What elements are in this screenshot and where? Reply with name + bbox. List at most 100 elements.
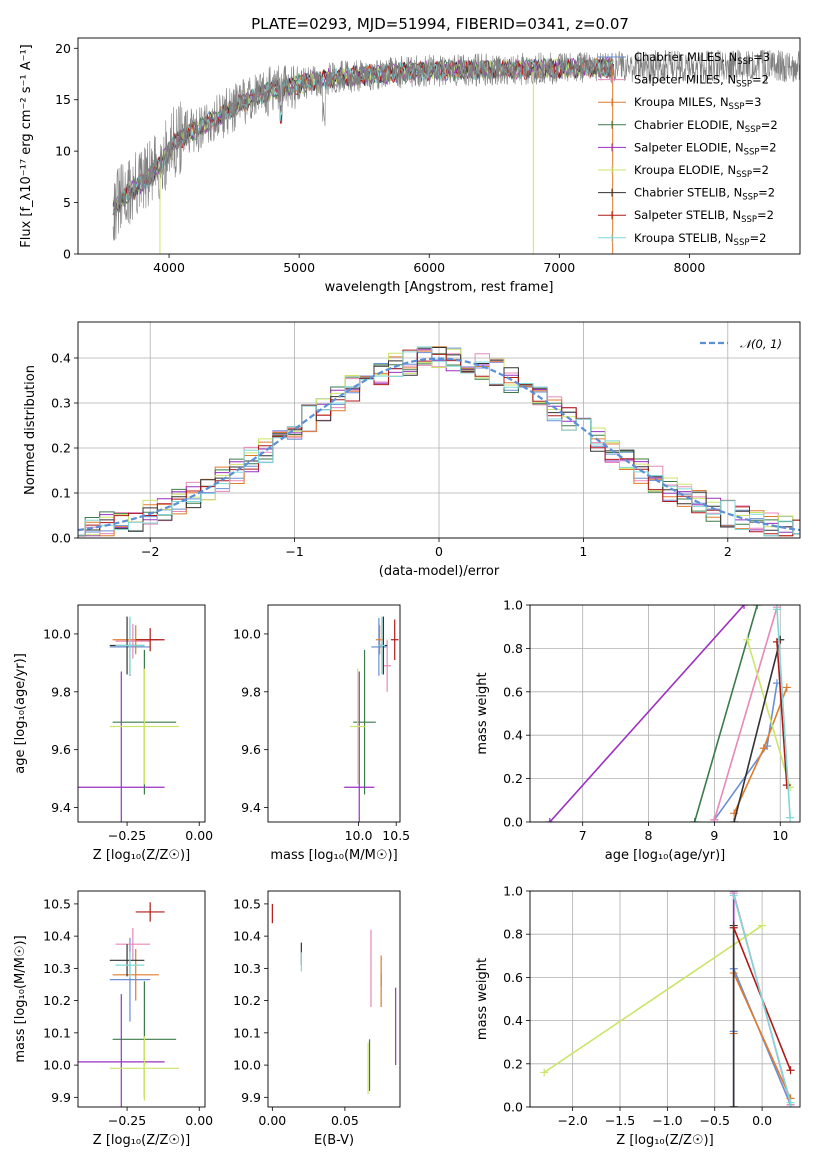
x-tick-label: −2 xyxy=(141,544,159,559)
errorbars xyxy=(271,903,397,1095)
x-tick-label: 7 xyxy=(579,828,587,843)
marker-chabrier-elodie xyxy=(753,605,762,609)
y-tick-label: 0.2 xyxy=(51,441,71,456)
histogram-salpeter-elodie xyxy=(78,349,800,537)
y-tick-label: 9.6 xyxy=(241,742,261,757)
legend-entry: Salpeter MILES, NSSP=2 xyxy=(634,73,769,90)
x-tick-label: −1 xyxy=(285,544,303,559)
legend-entry: Salpeter ELODIE, NSSP=2 xyxy=(634,140,777,157)
y-tick-label: 10 xyxy=(55,144,71,159)
y-tick-label: 0.4 xyxy=(503,728,523,743)
marker-chabrier-elodie xyxy=(690,818,699,822)
y-tick-label: 10.5 xyxy=(43,896,71,911)
legend-subscript: SSP xyxy=(745,125,761,135)
x-tick-label: −1.0 xyxy=(652,1113,682,1128)
histogram-kroupa-elodie xyxy=(78,348,800,536)
y-tick-label: 10.0 xyxy=(43,1058,71,1073)
axes-frame xyxy=(77,890,206,1108)
legend-nssp: =2 xyxy=(758,186,775,200)
mass-vs-ebv-panel: 0.00 0.05 9.9 10.0 10.1 10.2 10.3 10.4 10.5 E(B-V… xyxy=(233,890,401,1148)
y-tick-label: 0.8 xyxy=(503,927,523,942)
y-tick-label: 0.6 xyxy=(503,970,523,985)
x-tick-label: 9 xyxy=(710,828,718,843)
marker-kroupa-stelib xyxy=(786,1098,795,1107)
legend-entry: Salpeter STELIB, NSSP=2 xyxy=(634,208,774,225)
errorbars xyxy=(344,616,399,822)
y-tick-label: 10.3 xyxy=(43,961,71,976)
y-tick-label: 0.6 xyxy=(503,684,523,699)
y-tick-label: 0.1 xyxy=(51,486,71,501)
y-tick-label: 0.0 xyxy=(503,1100,523,1115)
histogram-salpeter-stelib xyxy=(78,349,800,537)
x-axis-label: E(B-V) xyxy=(314,1133,354,1148)
marker-salpeter-stelib xyxy=(786,1066,795,1075)
x-tick-label: 8 xyxy=(645,828,653,843)
y-tick-label: 10.2 xyxy=(233,993,261,1008)
legend-subscript: SSP xyxy=(737,57,753,67)
y-tick-label: 10.0 xyxy=(233,1058,261,1073)
axes-frame xyxy=(267,890,401,1108)
marker-kroupa-stelib xyxy=(772,605,781,614)
x-tick-label: 6000 xyxy=(413,260,445,275)
residuals-panel: −2 −1 0 1 2 0.0 0.1 0.2 0.3 0.4 (data-model)/error… xyxy=(23,321,801,579)
marker-kroupa-miles xyxy=(759,744,768,753)
massweight-vs-age-panel: 7 8 9 10 0.0 0.2 0.4 0.6 0.8 1.0 age [log₁₀(age/yr… xyxy=(475,598,801,863)
legend-subscript: SSP xyxy=(742,193,758,203)
y-tick-label: 0 xyxy=(63,247,71,262)
y-tick-label: 9.4 xyxy=(241,800,261,815)
x-axis-label: (data-model)/error xyxy=(379,564,500,579)
y-tick-label: 10.5 xyxy=(233,896,261,911)
y-tick-label: 0.3 xyxy=(51,396,71,411)
legend-subscript: SSP xyxy=(734,238,750,248)
series-salpeter-stelib xyxy=(776,641,788,786)
y-tick-label: 0.4 xyxy=(503,1013,523,1028)
normal-curve xyxy=(78,357,800,532)
y-tick-label: 10.2 xyxy=(43,993,71,1008)
legend-subscript: SSP xyxy=(736,80,752,90)
y-tick-label: 10.1 xyxy=(43,1025,71,1040)
x-tick-label: 0.00 xyxy=(258,1113,286,1128)
x-axis-label: age [log₁₀(age/yr)] xyxy=(605,848,726,863)
series-salpeter-elodie xyxy=(549,605,745,822)
series-chabrier-stelib xyxy=(733,639,781,822)
y-tick-label: 1.0 xyxy=(503,884,523,899)
x-tick-label: 0.05 xyxy=(331,1113,359,1128)
y-axis-label: mass [log₁₀(M/M☉)] xyxy=(13,935,28,1062)
legend-nssp: =2 xyxy=(749,231,766,245)
y-axis-label: age [log₁₀(age/yr)] xyxy=(13,653,28,774)
histograms xyxy=(78,346,800,537)
legend-entry: Kroupa STELIB, NSSP=2 xyxy=(634,231,766,248)
legend-nssp: =2 xyxy=(757,208,774,222)
marker-kroupa-elodie xyxy=(758,921,767,930)
marker-salpeter-elodie xyxy=(740,605,749,609)
y-axis-label: mass weight xyxy=(475,958,490,1040)
x-tick-label: −0.25 xyxy=(108,828,146,843)
legend-nssp: =2 xyxy=(752,163,769,177)
marker-salpeter-miles xyxy=(710,815,719,822)
legend-subscript: SSP xyxy=(736,170,752,180)
series-kroupa-stelib xyxy=(776,609,791,818)
legend-subscript: SSP xyxy=(729,102,745,112)
x-tick-label: −1.5 xyxy=(605,1113,635,1128)
legend-nssp: =2 xyxy=(760,140,777,154)
x-tick-label: 1 xyxy=(579,544,587,559)
legend-nssp: =3 xyxy=(753,50,770,64)
x-axis-label: mass [log₁₀(M/M☉)] xyxy=(270,848,397,863)
spectrum-lines xyxy=(112,49,800,254)
marker-kroupa-elodie xyxy=(540,1068,549,1077)
legend-entry: Chabrier STELIB, NSSP=2 xyxy=(634,186,775,203)
age-vs-mass-panel: 10.0 10.5 9.4 9.6 9.8 10.0 mass [log₁₀(M/M☉)] xyxy=(233,604,410,863)
y-tick-label: 0.0 xyxy=(503,815,523,830)
axes-frame xyxy=(77,604,206,823)
histogram-chabrier-stelib xyxy=(78,347,800,536)
x-tick-label: 0.00 xyxy=(185,1113,213,1128)
y-tick-label: 10.0 xyxy=(43,626,71,641)
figure-title: PLATE=0293, MJD=51994, FIBERID=0341, z=0… xyxy=(251,15,629,33)
y-tick-label: 9.6 xyxy=(51,742,71,757)
legend-entry: Kroupa ELODIE, NSSP=2 xyxy=(634,163,769,180)
legend-subscript: SSP xyxy=(741,215,757,225)
legend-entry: 𝒩(0, 1) xyxy=(740,337,782,351)
legend-nssp: =2 xyxy=(752,73,769,87)
y-tick-label: 0.0 xyxy=(51,531,71,546)
